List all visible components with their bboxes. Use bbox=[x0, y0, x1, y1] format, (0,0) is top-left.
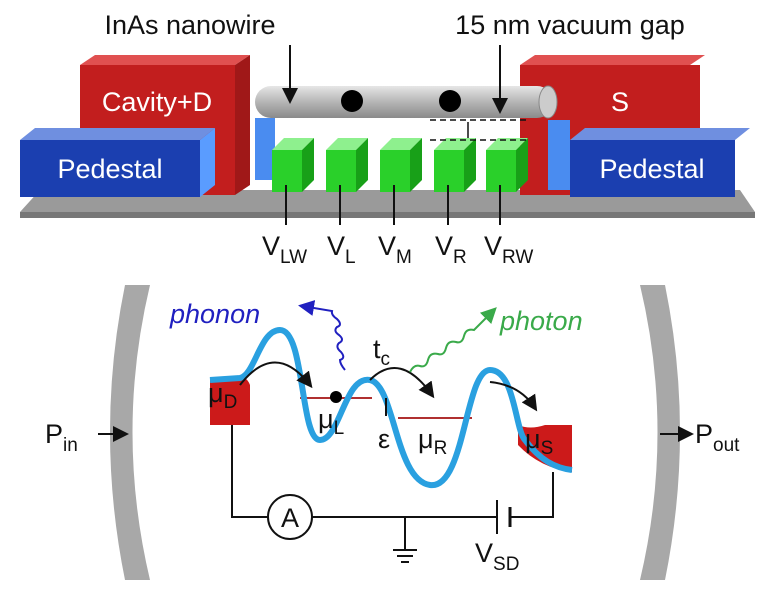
gate-label: VR bbox=[435, 231, 467, 268]
pedestal-top bbox=[570, 128, 750, 140]
pedestal-side bbox=[200, 128, 215, 197]
device: Cavity+D Pedestal S Pedestal InAs bbox=[20, 10, 755, 268]
contact-top bbox=[80, 55, 250, 65]
dot bbox=[439, 90, 461, 112]
contact-top bbox=[520, 55, 705, 65]
ammeter-label: A bbox=[281, 503, 299, 533]
tunnel-label: tc bbox=[373, 334, 390, 370]
photon-label: photon bbox=[499, 306, 583, 336]
input-label: Pin bbox=[45, 419, 78, 456]
dot bbox=[341, 90, 363, 112]
gap-label: 15 nm vacuum gap bbox=[455, 10, 685, 40]
nanowire bbox=[255, 86, 553, 118]
photon-wave bbox=[410, 310, 494, 372]
gate-label: VRW bbox=[484, 231, 533, 268]
right-contact-label: S bbox=[611, 87, 629, 117]
electron bbox=[330, 391, 342, 403]
right-mirror bbox=[640, 285, 680, 580]
pedestal-top bbox=[20, 128, 215, 140]
potential-profile bbox=[210, 330, 572, 485]
phonon-label: phonon bbox=[169, 299, 260, 329]
gate-label: VL bbox=[327, 231, 356, 268]
phonon-wave bbox=[302, 306, 345, 370]
left-pedestal-label: Pedestal bbox=[57, 154, 162, 184]
gate-label: VM bbox=[378, 231, 412, 268]
page: {"device": {"nanowire_label": "InAs nano… bbox=[0, 0, 771, 584]
detuning-label: ε bbox=[378, 424, 390, 454]
level-label: μR bbox=[418, 424, 447, 459]
gap-edge bbox=[548, 120, 570, 190]
nanowire-label: InAs nanowire bbox=[104, 10, 275, 40]
output-label: Pout bbox=[695, 419, 740, 456]
left-contact-label: Cavity+D bbox=[102, 87, 212, 117]
left-mirror bbox=[110, 285, 150, 580]
right-pedestal-label: Pedestal bbox=[599, 154, 704, 184]
circuit: phonon photon tc μD μL μR μS ε Pin Pout … bbox=[45, 285, 740, 580]
gates bbox=[272, 138, 528, 192]
substrate-edge bbox=[20, 212, 755, 218]
diagram: Cavity+D Pedestal S Pedestal InAs bbox=[0, 0, 771, 584]
contact-side bbox=[235, 55, 250, 195]
nanowire-end bbox=[539, 86, 557, 118]
ground bbox=[393, 517, 417, 562]
gate-label: VLW bbox=[262, 231, 307, 268]
bias-label: VSD bbox=[475, 538, 519, 575]
